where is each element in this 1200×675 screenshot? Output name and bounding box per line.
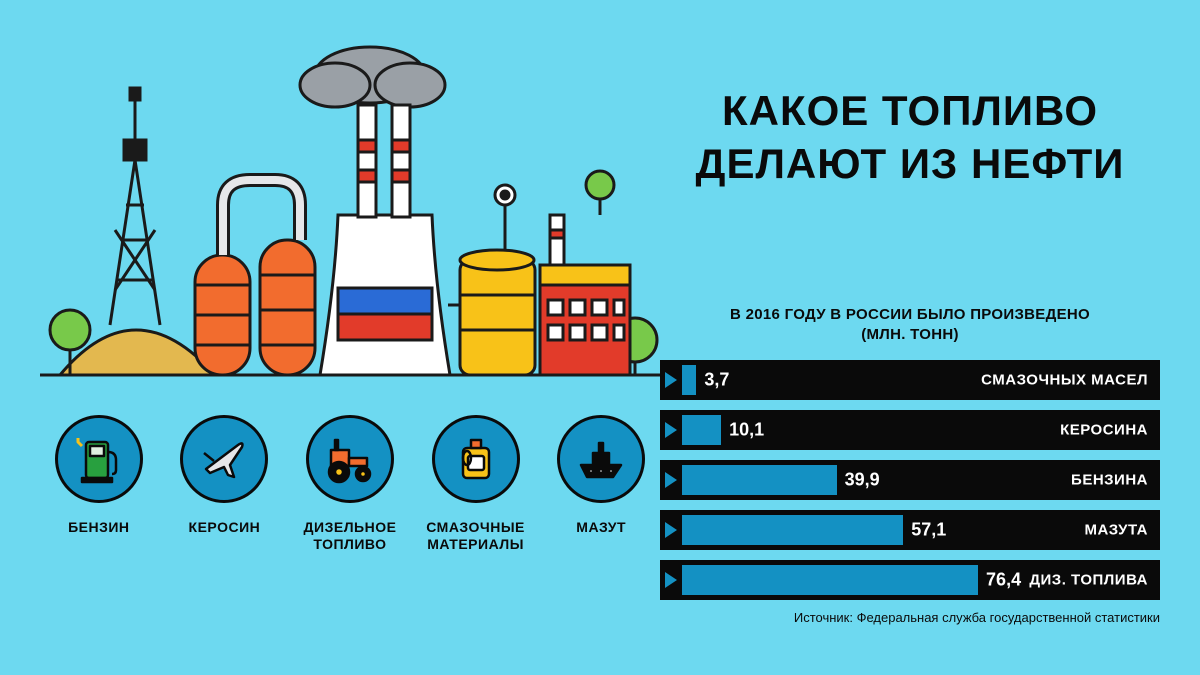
product-label: КЕРОСИН	[189, 519, 261, 536]
chart-source: Источник: Федеральная служба государстве…	[660, 610, 1160, 625]
product-label: ДИЗЕЛЬНОЕТОПЛИВО	[304, 519, 397, 553]
bar-value: 10,1	[729, 419, 764, 440]
oil-can-icon	[432, 415, 520, 503]
bar-row: 10,1 КЕРОСИНА	[660, 410, 1160, 450]
bars-container: 3,7 СМАЗОЧНЫХ МАСЕЛ 10,1 КЕРОСИНА 39,9 БЕНЗИН…	[660, 360, 1160, 600]
gas-pump-icon	[55, 415, 143, 503]
product-kerosin: КЕРОСИН	[166, 415, 284, 553]
product-label: МАЗУТ	[576, 519, 626, 536]
arrow-icon	[660, 510, 682, 550]
product-benzin: БЕНЗИН	[40, 415, 158, 553]
refinery-svg	[40, 30, 660, 400]
bar-row: 76,4 ДИЗ. ТОПЛИВА	[660, 560, 1160, 600]
product-label: БЕНЗИН	[68, 519, 129, 536]
ship-icon	[557, 415, 645, 503]
bar-label: ДИЗ. ТОПЛИВА	[1029, 571, 1148, 588]
production-chart: В 2016 ГОДУ В РОССИИ БЫЛО ПРОИЗВЕДЕНО (М…	[660, 305, 1160, 625]
main-title: КАКОЕ ТОПЛИВО ДЕЛАЮТ ИЗ НЕФТИ	[675, 85, 1145, 190]
arrow-icon	[660, 360, 682, 400]
product-label: СМАЗОЧНЫЕМАТЕРИАЛЫ	[426, 519, 525, 553]
bar-label: КЕРОСИНА	[1060, 421, 1148, 438]
arrow-icon	[660, 410, 682, 450]
bar-label: СМАЗОЧНЫХ МАСЕЛ	[981, 371, 1148, 388]
bar-label: МАЗУТА	[1084, 521, 1148, 538]
bar-row: 57,1 МАЗУТА	[660, 510, 1160, 550]
chart-title-1: В 2016 ГОДУ В РОССИИ БЫЛО ПРОИЗВЕДЕНО	[660, 305, 1160, 325]
bar-value: 3,7	[704, 369, 729, 390]
bar-fill	[682, 415, 721, 445]
title-line-1: КАКОЕ ТОПЛИВО	[675, 85, 1145, 138]
product-diesel: ДИЗЕЛЬНОЕТОПЛИВО	[291, 415, 409, 553]
bar-value: 76,4	[986, 569, 1021, 590]
bar-fill	[682, 465, 837, 495]
product-mazut: МАЗУТ	[542, 415, 660, 553]
chart-title-2: (МЛН. ТОНН)	[660, 325, 1160, 345]
chart-title: В 2016 ГОДУ В РОССИИ БЫЛО ПРОИЗВЕДЕНО (М…	[660, 305, 1160, 346]
bar-row: 3,7 СМАЗОЧНЫХ МАСЕЛ	[660, 360, 1160, 400]
arrow-icon	[660, 560, 682, 600]
airplane-icon	[180, 415, 268, 503]
title-line-2: ДЕЛАЮТ ИЗ НЕФТИ	[675, 138, 1145, 191]
bar-fill	[682, 365, 696, 395]
bar-label: БЕНЗИНА	[1071, 471, 1148, 488]
tractor-icon	[306, 415, 394, 503]
bar-fill	[682, 565, 978, 595]
products-row: БЕНЗИН КЕРОСИН ДИЗЕЛЬНОЕТОПЛИВО	[40, 415, 660, 553]
product-lube: СМАЗОЧНЫЕМАТЕРИАЛЫ	[417, 415, 535, 553]
bar-value: 57,1	[911, 519, 946, 540]
arrow-icon	[660, 460, 682, 500]
bar-fill	[682, 515, 903, 545]
bar-row: 39,9 БЕНЗИНА	[660, 460, 1160, 500]
refinery-illustration	[40, 30, 660, 400]
bar-value: 39,9	[845, 469, 880, 490]
